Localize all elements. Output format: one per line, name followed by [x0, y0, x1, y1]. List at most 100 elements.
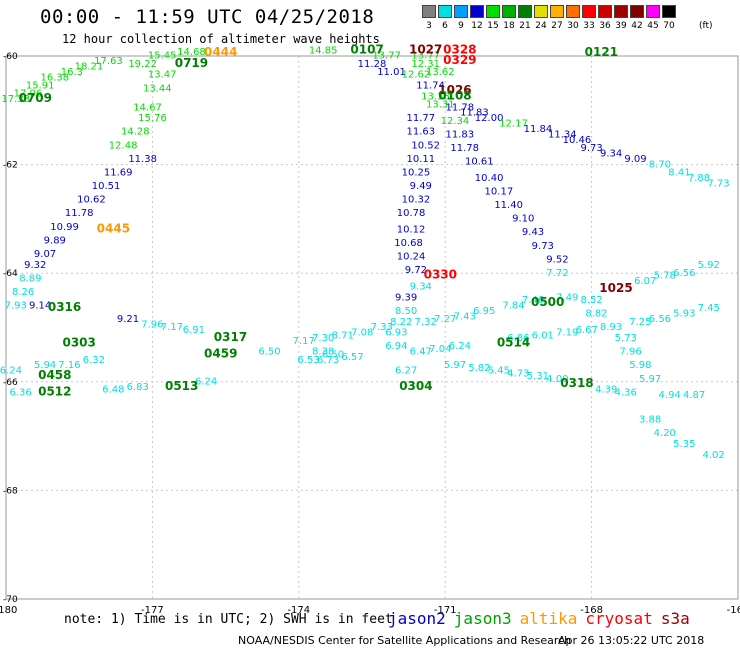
- time-label: 1027: [409, 42, 442, 56]
- legend-swatch: [534, 5, 548, 18]
- legend-bin: 15: [485, 5, 501, 31]
- swh-value-label: 7.72: [546, 268, 568, 279]
- swh-value-label: 18.21: [75, 62, 104, 73]
- x-tick-label: -165: [727, 605, 740, 616]
- axis-tick-labels: -180 -177 -174 -171 -168 -165 -60 -62 -64 -66 -68 -…: [0, 52, 740, 616]
- legend-bin: 30: [565, 5, 581, 31]
- swh-value-label: 6.36: [10, 387, 32, 398]
- swh-value-label: 13.47: [148, 70, 177, 81]
- legend-bin: 18: [501, 5, 517, 31]
- swh-value-label: 11.69: [104, 167, 133, 178]
- swh-value-label: 6.91: [183, 325, 205, 336]
- swh-value-label: 4.94: [659, 390, 681, 401]
- legend-bin: 21: [517, 5, 533, 31]
- swh-value-label: 6.53: [297, 355, 319, 366]
- swh-value-label: 12.62: [402, 70, 431, 81]
- swh-value-label: 11.28: [358, 59, 387, 70]
- legend-swatch: [566, 5, 580, 18]
- legend-swatch: [646, 5, 660, 18]
- swh-value-label: 7.08: [351, 328, 373, 339]
- legend-bin: 33: [581, 5, 597, 31]
- satellite-legend: jason2 jason3 altika cryosat s3a: [388, 609, 690, 628]
- swh-value-label: 5.35: [673, 439, 695, 450]
- swh-value-label: 7.84: [502, 300, 524, 311]
- legend-tick-label: 45: [647, 21, 659, 31]
- time-label: 0444: [204, 45, 237, 59]
- swh-value-label: 5.45: [488, 366, 510, 377]
- legend-tick-label: 36: [599, 21, 611, 31]
- swh-value-label: 6.24: [195, 377, 217, 388]
- swh-value-label: 10.52: [411, 140, 440, 151]
- swh-value-label: 13.44: [143, 83, 172, 94]
- swh-value-label: 11.38: [128, 154, 157, 165]
- swh-value-label: 11.84: [524, 124, 553, 135]
- swh-value-label: 9.73: [580, 143, 602, 154]
- swh-value-label: 8.41: [668, 167, 690, 178]
- time-label: 0121: [585, 45, 618, 59]
- y-tick-label: -60: [3, 52, 18, 62]
- legend-bin: 36: [597, 5, 613, 31]
- swh-value-label: 6.24: [0, 366, 22, 377]
- time-label: 1026: [438, 83, 471, 97]
- swh-value-label: 10.78: [397, 208, 426, 219]
- swh-value-label: 11.78: [446, 102, 475, 113]
- swh-value-label: 12.00: [475, 113, 504, 124]
- swh-value-label: 6.57: [341, 352, 363, 363]
- time-label: 0317: [214, 330, 247, 344]
- legend-swatch: [630, 5, 644, 18]
- swh-value-label: 6.95: [473, 306, 495, 317]
- legend-bin: 45: [645, 5, 661, 31]
- time-label: 0514: [497, 336, 530, 350]
- swh-value-label: 6.47: [410, 347, 432, 358]
- swh-value-label: 12.48: [109, 140, 138, 151]
- swh-value-label: 7.17: [161, 322, 183, 333]
- swh-value-label: 13.31: [426, 100, 455, 111]
- y-tick-label: -62: [3, 161, 18, 171]
- swh-value-label: 8.52: [580, 295, 602, 306]
- time-label: 0458: [38, 368, 71, 382]
- legend-tick-label: 27: [551, 21, 563, 31]
- swh-value-label: 11.78: [65, 208, 94, 219]
- legend-tick-label: 9: [458, 21, 464, 31]
- swh-value-label: 9.34: [600, 148, 622, 159]
- swh-value-label: 11.78: [450, 143, 479, 154]
- swh-value-label: 8.22: [390, 317, 412, 328]
- swh-value-label: 11.40: [494, 200, 523, 211]
- satellite-label: altika: [519, 609, 578, 628]
- swh-value-label: 9.14: [29, 300, 51, 311]
- swh-value-label: 3.88: [639, 415, 661, 426]
- swh-value-label: 11.63: [406, 127, 435, 138]
- swh-value-label: 10.62: [77, 195, 106, 206]
- swh-value-label: 7.73: [707, 178, 729, 189]
- legend-tick-label: 21: [519, 21, 531, 31]
- legend-tick-label: 39: [615, 21, 627, 31]
- swh-value-label: 7.46: [522, 295, 544, 306]
- swh-value-label: 11.34: [548, 129, 577, 140]
- y-tick-label: -66: [3, 378, 18, 388]
- swh-value-label: 11.74: [416, 81, 445, 92]
- swh-value-label: 7.25: [629, 317, 651, 328]
- page-title: 00:00 - 11:59 UTC 04/25/2018: [40, 6, 375, 28]
- swh-value-label: 15.45: [148, 51, 177, 62]
- swh-value-label: 9.10: [512, 214, 534, 225]
- x-tick-label: -168: [580, 605, 603, 616]
- legend-bin: 24: [533, 5, 549, 31]
- swh-value-label: 10.24: [397, 252, 426, 263]
- swh-value-label: 7.96: [620, 347, 642, 358]
- swh-value-label: 6.27: [395, 366, 417, 377]
- swh-value-label: 9.39: [395, 292, 417, 303]
- swh-value-label: 5.97: [444, 360, 466, 371]
- x-tick-label: -171: [434, 605, 457, 616]
- swh-value-label: 8.82: [585, 309, 607, 320]
- swh-value-label: 6.07: [634, 276, 656, 287]
- swh-value-label: 13.38: [421, 91, 450, 102]
- swh-value-label: 7.49: [556, 292, 578, 303]
- legend-swatch: [598, 5, 612, 18]
- legend-bin: 3: [421, 5, 437, 31]
- swh-value-label: 7.43: [454, 311, 476, 322]
- swh-value-label: 6.56: [649, 314, 671, 325]
- swh-value-label: 8.26: [12, 287, 34, 298]
- time-label: 0316: [48, 300, 81, 314]
- swh-value-label: 14.85: [309, 45, 338, 56]
